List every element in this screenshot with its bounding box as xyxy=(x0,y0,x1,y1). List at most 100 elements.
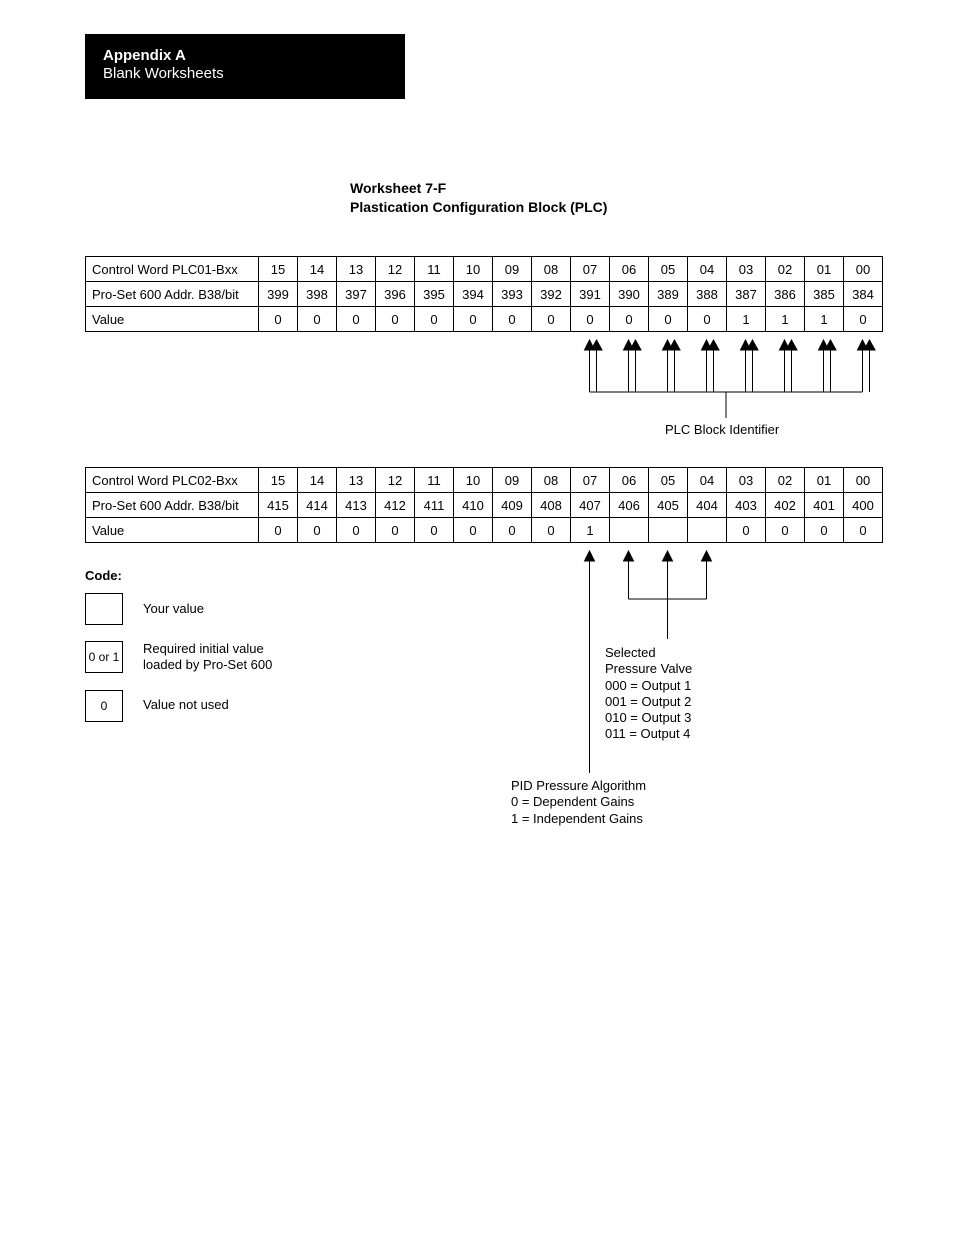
cell: 402 xyxy=(766,493,805,518)
cell: 0 xyxy=(493,518,532,543)
selected-valve-title: Selected xyxy=(605,645,692,661)
code-swatch: 0 xyxy=(85,690,123,722)
cell: 15 xyxy=(259,257,298,282)
selected-valve-block: Selected Pressure Valve 000 = Output 1 0… xyxy=(605,645,692,743)
cell: 12 xyxy=(376,257,415,282)
table-row: Pro-Set 600 Addr. B38/bit 399 398 397 39… xyxy=(86,282,883,307)
code-text: Your value xyxy=(143,601,204,617)
pid-line: 1 = Independent Gains xyxy=(511,811,646,827)
cell: 04 xyxy=(688,257,727,282)
row-label: Pro-Set 600 Addr. B38/bit xyxy=(86,282,259,307)
cell: 388 xyxy=(688,282,727,307)
cell: 08 xyxy=(532,257,571,282)
cell: 395 xyxy=(415,282,454,307)
cell: 405 xyxy=(649,493,688,518)
cell: 0 xyxy=(454,307,493,332)
worksheet-subject: Plastication Configuration Block (PLC) xyxy=(350,199,607,215)
table1-arrows-svg xyxy=(85,338,881,428)
code-swatch: 0 or 1 xyxy=(85,641,123,673)
row-label: Control Word PLC02-Bxx xyxy=(86,468,259,493)
cell: 400 xyxy=(844,493,883,518)
cell: 00 xyxy=(844,257,883,282)
cell: 399 xyxy=(259,282,298,307)
code-legend: Code: Your value 0 or 1 Required initial… xyxy=(85,568,272,738)
cell: 0 xyxy=(376,307,415,332)
code-text: Required initial value loaded by Pro-Set… xyxy=(143,641,272,674)
cell: 11 xyxy=(415,257,454,282)
cell: 409 xyxy=(493,493,532,518)
cell: 11 xyxy=(415,468,454,493)
row-label: Control Word PLC01-Bxx xyxy=(86,257,259,282)
cell: 0 xyxy=(259,518,298,543)
row-label: Pro-Set 600 Addr. B38/bit xyxy=(86,493,259,518)
cell: 13 xyxy=(337,468,376,493)
cell: 398 xyxy=(298,282,337,307)
cell: 0 xyxy=(805,518,844,543)
cell: 0 xyxy=(415,307,454,332)
code-text: Value not used xyxy=(143,697,229,713)
worksheet-titles: Worksheet 7-F Plastication Configuration… xyxy=(350,178,607,215)
cell: 407 xyxy=(571,493,610,518)
cell: 1 xyxy=(805,307,844,332)
cell: 392 xyxy=(532,282,571,307)
cell: 04 xyxy=(688,468,727,493)
cell: 0 xyxy=(259,307,298,332)
cell: 0 xyxy=(766,518,805,543)
cell: 396 xyxy=(376,282,415,307)
cell: 01 xyxy=(805,468,844,493)
table-row: Value 0 0 0 0 0 0 0 0 0 0 0 0 1 1 1 0 xyxy=(86,307,883,332)
cell: 408 xyxy=(532,493,571,518)
plc-block-identifier-label: PLC Block Identifier xyxy=(665,422,779,437)
cell: 0 xyxy=(688,307,727,332)
cell: 0 xyxy=(454,518,493,543)
cell: 397 xyxy=(337,282,376,307)
header-block: Appendix A Blank Worksheets xyxy=(85,34,405,99)
appendix-label: Appendix A xyxy=(103,48,405,65)
cell: 0 xyxy=(610,307,649,332)
cell: 06 xyxy=(610,257,649,282)
cell: 02 xyxy=(766,468,805,493)
cell: 0 xyxy=(337,307,376,332)
cell: 413 xyxy=(337,493,376,518)
cell: 14 xyxy=(298,468,337,493)
cell: 401 xyxy=(805,493,844,518)
cell: 00 xyxy=(844,468,883,493)
cell: 13 xyxy=(337,257,376,282)
selected-valve-line: 011 = Output 4 xyxy=(605,726,692,742)
cell: 406 xyxy=(610,493,649,518)
cell: 393 xyxy=(493,282,532,307)
table-plc01: Control Word PLC01-Bxx 15 14 13 12 11 10… xyxy=(85,256,883,332)
cell: 1 xyxy=(727,307,766,332)
cell: 08 xyxy=(532,468,571,493)
cell: 0 xyxy=(727,518,766,543)
selected-valve-sub: Pressure Valve xyxy=(605,661,692,677)
cell: 12 xyxy=(376,468,415,493)
cell: 384 xyxy=(844,282,883,307)
cell: 0 xyxy=(532,307,571,332)
table-row: Value 0 0 0 0 0 0 0 0 1 0 0 0 0 xyxy=(86,518,883,543)
cell: 07 xyxy=(571,257,610,282)
selected-valve-line: 000 = Output 1 xyxy=(605,678,692,694)
cell: 0 xyxy=(337,518,376,543)
cell: 03 xyxy=(727,257,766,282)
selected-valve-line: 001 = Output 2 xyxy=(605,694,692,710)
cell: 386 xyxy=(766,282,805,307)
cell: 05 xyxy=(649,468,688,493)
cell: 10 xyxy=(454,468,493,493)
cell: 415 xyxy=(259,493,298,518)
cell xyxy=(688,518,727,543)
cell: 09 xyxy=(493,468,532,493)
table-row: Control Word PLC02-Bxx 15 14 13 12 11 10… xyxy=(86,468,883,493)
cell: 0 xyxy=(571,307,610,332)
table-row: Pro-Set 600 Addr. B38/bit 415 414 413 41… xyxy=(86,493,883,518)
cell: 15 xyxy=(259,468,298,493)
cell: 0 xyxy=(844,307,883,332)
cell: 06 xyxy=(610,468,649,493)
cell: 403 xyxy=(727,493,766,518)
row-label: Value xyxy=(86,518,259,543)
selected-valve-line: 010 = Output 3 xyxy=(605,710,692,726)
cell: 411 xyxy=(415,493,454,518)
cell: 01 xyxy=(805,257,844,282)
cell: 0 xyxy=(493,307,532,332)
cell: 07 xyxy=(571,468,610,493)
